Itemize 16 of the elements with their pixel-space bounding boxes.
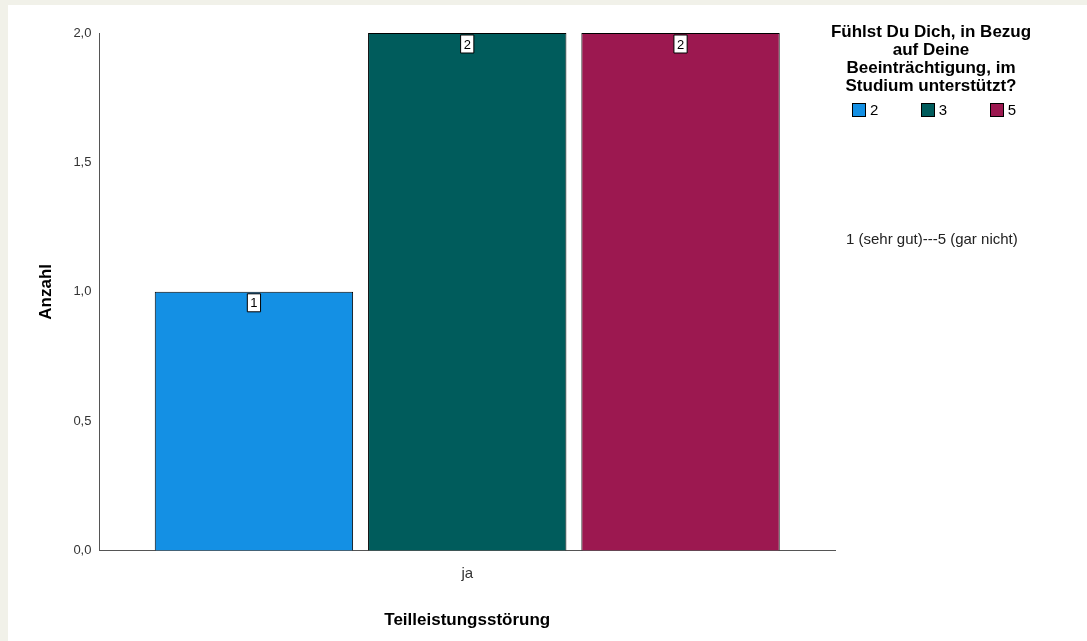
legend-title: Fühlst Du Dich, in Bezug auf Deine Beeinträchtigung, im Studium unterstützt?: [829, 22, 1033, 95]
y-tick-label: 1,0: [73, 283, 92, 299]
data-label: 2: [463, 36, 471, 52]
x-axis-title: Teilleistungsstörung: [384, 610, 551, 630]
y-tick-label: 1,5: [73, 153, 92, 169]
data-label: 2: [676, 36, 685, 52]
legend-label: 5: [1007, 101, 1016, 118]
text: 1 (sehr gut)---5 (gar nicht): [846, 230, 1018, 247]
y-tick-label: 2,0: [73, 24, 92, 40]
x-tick-label: ja: [460, 563, 474, 581]
data-label: 1: [250, 295, 258, 311]
y-tick-label: 0,0: [73, 542, 92, 558]
legend-label: 2: [870, 101, 879, 118]
legend-label: 3: [938, 101, 948, 118]
y-tick-label: 0,5: [73, 412, 92, 428]
y-axis-title: Anzahl: [35, 263, 55, 320]
